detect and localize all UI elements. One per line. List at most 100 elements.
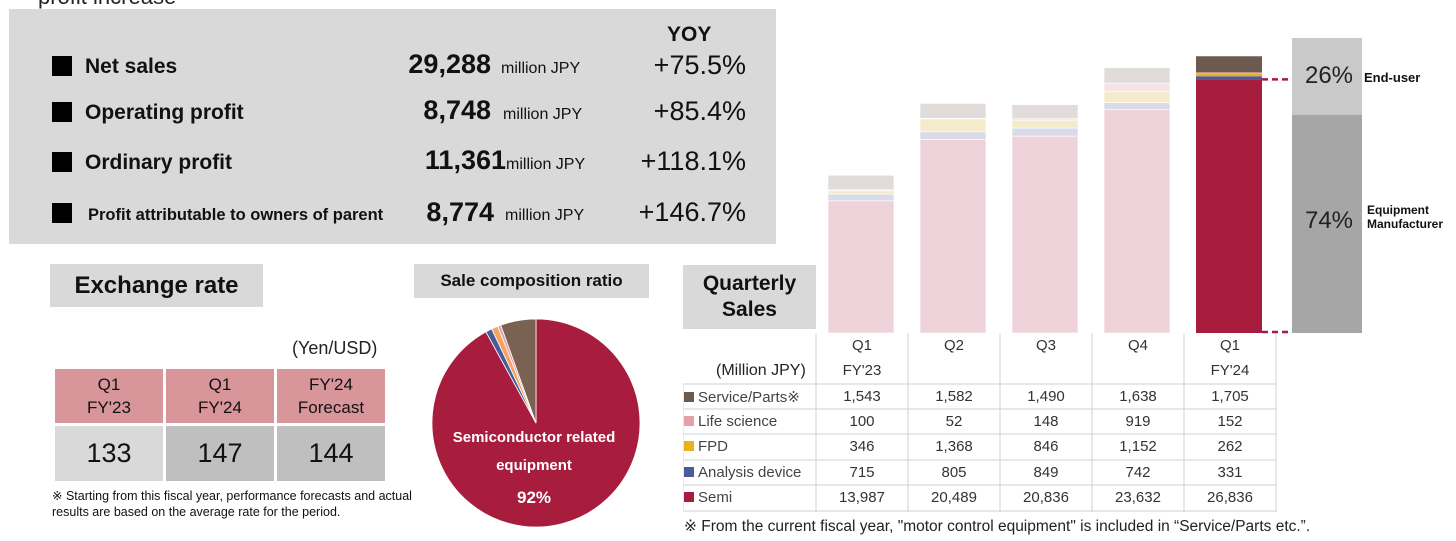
result-label: Ordinary profit	[85, 151, 233, 174]
exchange-header-line1: Q1	[208, 375, 232, 394]
period-fy: FY'24	[1210, 362, 1250, 379]
period-q: Q1	[1219, 337, 1240, 354]
result-row-profit-owners: Profit attributable to owners of parent …	[9, 195, 776, 235]
table-cell: 805	[941, 464, 967, 481]
period-q: Q2	[943, 337, 964, 354]
bar-segment	[1196, 79, 1262, 333]
result-unit: million JPY	[501, 60, 581, 77]
table-cell: 715	[849, 464, 875, 481]
exchange-value-cell: 147	[166, 426, 274, 481]
composition-pie-chart: Semiconductor related equipment 92%	[431, 318, 641, 528]
bar-segment	[1103, 102, 1171, 110]
table-cell: 262	[1217, 438, 1243, 455]
period-q: Q3	[1035, 337, 1056, 354]
result-yoy: +75.5%	[653, 50, 746, 80]
results-panel: YOY Net sales 29,288 million JPY +75.5% …	[9, 9, 776, 244]
equipment-label: Equipment Manufacturer	[1367, 203, 1443, 231]
exchange-note: ※ Starting from this fiscal year, perfor…	[52, 489, 412, 519]
exchange-header-cell: FY'24 Forecast	[277, 369, 385, 423]
result-unit: million JPY	[505, 207, 585, 224]
result-value: 8,774	[426, 197, 494, 227]
bar-segment	[919, 118, 987, 133]
bullet-square	[52, 203, 72, 223]
table-cell: 849	[1033, 464, 1059, 481]
table-cell: 846	[1033, 438, 1059, 455]
exchange-header-cell: Q1 FY'24	[166, 369, 274, 423]
table-cell: 23,632	[1115, 489, 1161, 506]
bar-segment	[827, 190, 895, 195]
row-label-analysis-device: Analysis device	[684, 464, 801, 481]
table-cell: 1,490	[1027, 388, 1065, 405]
equipment-label-line2: Manufacturer	[1367, 217, 1444, 231]
row-label-text: FPD	[698, 438, 728, 455]
table-cell: 346	[849, 438, 875, 455]
exchange-header-line1: Q1	[97, 375, 121, 394]
result-row-ordinary-profit: Ordinary profit 11,361 million JPY +118.…	[9, 143, 776, 183]
exchange-table: Q1 FY'23 Q1 FY'24 FY'24 Forecast 133 147…	[52, 366, 388, 484]
table-cell: 919	[1125, 413, 1151, 430]
table-cell: 20,836	[1023, 489, 1069, 506]
period-q: Q4	[1127, 337, 1148, 354]
quarterly-title-line1: Quarterly	[702, 272, 797, 295]
bar-segment	[1103, 91, 1171, 103]
bar-segment	[1103, 109, 1171, 334]
table-cell: 1,705	[1211, 388, 1249, 405]
result-label: Net sales	[85, 55, 178, 78]
clipped-heading: profit increase	[38, 0, 176, 10]
enduser-label: End-user	[1364, 70, 1421, 85]
legend-swatch-icon	[684, 441, 694, 451]
table-cell: 331	[1217, 464, 1243, 481]
result-unit: million JPY	[506, 156, 586, 173]
legend-swatch-icon	[684, 392, 694, 402]
period-q: Q1	[851, 337, 872, 354]
bar-segment	[919, 103, 987, 119]
bar-segment	[1103, 67, 1171, 84]
quarterly-table-grid	[683, 333, 1277, 512]
result-row-operating-profit: Operating profit 8,748 million JPY +85.4…	[9, 93, 776, 133]
row-label-fpd: FPD	[684, 438, 728, 455]
pie-label-line2: equipment	[496, 457, 572, 474]
table-cell: 100	[849, 413, 875, 430]
table-cell: 152	[1217, 413, 1243, 430]
table-cell: 1,582	[935, 388, 973, 405]
pie-label-line1: Semiconductor related	[453, 429, 616, 446]
result-label: Operating profit	[85, 101, 244, 124]
bullet-square	[52, 102, 72, 122]
bar-segment	[1196, 56, 1262, 73]
bullet-square	[52, 152, 72, 172]
row-label-life-science: Life science	[684, 413, 777, 430]
exchange-header-line1: FY'24	[309, 375, 353, 394]
table-cell: 26,836	[1207, 489, 1253, 506]
exchange-header-line2: Forecast	[297, 398, 365, 417]
bar-segment	[1196, 72, 1262, 74]
exchange-rate-title: Exchange rate	[50, 264, 263, 307]
legend-swatch-icon	[684, 416, 694, 426]
table-cell: 1,368	[935, 438, 973, 455]
quarterly-note: ※ From the current fiscal year, "motor c…	[684, 518, 1311, 535]
enduser-pct: 26%	[1305, 62, 1353, 89]
exchange-value-cell: 144	[277, 426, 385, 481]
legend-swatch-icon	[684, 492, 694, 502]
table-cell: 1,152	[1119, 438, 1157, 455]
bar-segment	[1011, 135, 1079, 334]
bar-segment	[919, 139, 987, 334]
bar-segment	[1196, 76, 1262, 80]
table-cell: 1,638	[1119, 388, 1157, 405]
quarterly-unit: (Million JPY)	[716, 362, 806, 379]
bullet-square	[52, 56, 72, 76]
table-cell: 13,987	[839, 489, 885, 506]
table-cell: 20,489	[931, 489, 977, 506]
table-cell: 742	[1125, 464, 1151, 481]
row-label-text: Semi	[698, 489, 733, 506]
result-unit: million JPY	[503, 106, 583, 123]
exchange-header-cell: Q1 FY'23	[55, 369, 163, 423]
equipment-pct: 74%	[1305, 207, 1353, 234]
result-value: 8,748	[423, 95, 491, 125]
table-cell: 1,543	[843, 388, 881, 405]
result-row-net-sales: Net sales 29,288 million JPY +75.5%	[9, 47, 776, 87]
table-cell: 52	[945, 413, 963, 430]
bar-segment	[827, 193, 895, 202]
quarterly-title-line2: Sales	[722, 298, 777, 321]
bar-segment	[827, 200, 895, 334]
legend-swatch-icon	[684, 467, 694, 477]
